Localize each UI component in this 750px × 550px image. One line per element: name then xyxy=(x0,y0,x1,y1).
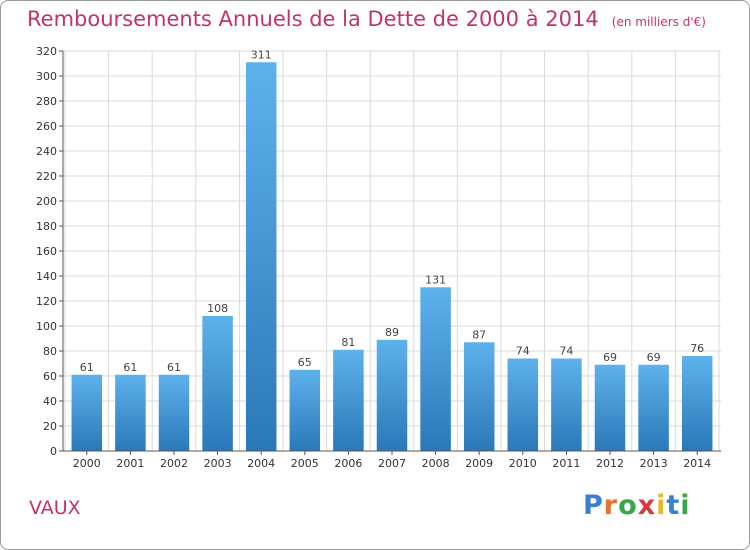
bar-value-label: 61 xyxy=(80,361,94,374)
proxiti-logo[interactable]: Proxiti xyxy=(583,490,691,521)
bar-value-label: 81 xyxy=(341,336,355,349)
bar-value-label: 87 xyxy=(472,328,486,341)
bar-2002 xyxy=(158,374,190,451)
chart-title-block: Remboursements Annuels de la Dette de 20… xyxy=(27,7,706,31)
bar-2014 xyxy=(681,356,713,451)
x-tick-label: 2013 xyxy=(640,457,668,470)
y-tick-label: 220 xyxy=(36,170,57,183)
bar-value-label: 108 xyxy=(207,302,228,315)
logo-letter: x xyxy=(637,490,657,521)
bar-2009 xyxy=(463,342,495,451)
x-tick-label: 2008 xyxy=(422,457,450,470)
y-tick-label: 180 xyxy=(36,220,57,233)
bar-2006 xyxy=(333,349,364,451)
x-tick-label: 2012 xyxy=(596,457,624,470)
y-tick-label: 20 xyxy=(43,420,57,433)
x-tick-label: 2004 xyxy=(247,457,275,470)
bar-2007 xyxy=(376,339,408,451)
logo-letter: i xyxy=(656,490,667,521)
bar-value-label: 89 xyxy=(385,326,399,339)
bar-value-label: 61 xyxy=(167,361,181,374)
x-tick-label: 2005 xyxy=(291,457,319,470)
logo-letter: i xyxy=(680,490,691,521)
logo-letter: r xyxy=(603,490,619,521)
bar-2010 xyxy=(507,358,539,451)
y-tick-label: 200 xyxy=(36,195,57,208)
y-tick-label: 160 xyxy=(36,245,57,258)
y-tick-label: 320 xyxy=(36,45,57,58)
bar-2012 xyxy=(594,364,626,451)
x-tick-label: 2010 xyxy=(509,457,537,470)
x-tick-label: 2006 xyxy=(334,457,362,470)
x-tick-label: 2001 xyxy=(116,457,144,470)
bars xyxy=(71,62,713,451)
x-tick-label: 2003 xyxy=(204,457,232,470)
bar-value-label: 76 xyxy=(690,342,704,355)
y-tick-label: 0 xyxy=(50,445,57,458)
bar-2001 xyxy=(115,374,146,451)
x-tick-label: 2000 xyxy=(73,457,101,470)
bar-value-label: 69 xyxy=(603,351,617,364)
bar-value-label: 69 xyxy=(647,351,661,364)
bar-value-label: 65 xyxy=(298,356,312,369)
x-tick-label: 2009 xyxy=(465,457,493,470)
x-tick-label: 2014 xyxy=(683,457,711,470)
bar-value-label: 61 xyxy=(123,361,137,374)
x-tick-label: 2002 xyxy=(160,457,188,470)
value-labels: 61 61 61 108 311 65 81 89 131 87 74 74 69 69 76 xyxy=(80,48,704,374)
bar-2005 xyxy=(289,369,321,451)
x-tick-label: 2007 xyxy=(378,457,406,470)
bar-2008 xyxy=(420,287,451,451)
y-tick-label: 80 xyxy=(43,345,57,358)
chart-subtitle: (en milliers d'€) xyxy=(611,15,706,29)
bar-value-label: 74 xyxy=(516,345,530,358)
bar-2013 xyxy=(638,364,669,451)
y-tick-label: 100 xyxy=(36,320,57,333)
bar-value-label: 311 xyxy=(251,48,272,61)
bar-2011 xyxy=(551,358,582,451)
y-tick-label: 60 xyxy=(43,370,57,383)
logo-letter: t xyxy=(666,490,681,521)
bar-value-label: 74 xyxy=(559,345,573,358)
logo-letter: o xyxy=(618,490,638,521)
bar-2004 xyxy=(245,62,277,451)
y-tick-label: 240 xyxy=(36,145,57,158)
logo-letter: P xyxy=(583,490,604,521)
bar-2003 xyxy=(202,316,233,451)
y-tick-label: 140 xyxy=(36,270,57,283)
y-tick-label: 120 xyxy=(36,295,57,308)
y-tick-label: 300 xyxy=(36,70,57,83)
axes: 0 20 40 60 80 100 120 140 160 180 200 220 240 260 280 3… xyxy=(36,45,721,470)
y-tick-label: 280 xyxy=(36,95,57,108)
bar-2000 xyxy=(71,374,103,451)
y-tick-label: 260 xyxy=(36,120,57,133)
x-tick-label: 2011 xyxy=(552,457,580,470)
chart-title: Remboursements Annuels de la Dette de 20… xyxy=(27,7,599,31)
bar-value-label: 131 xyxy=(425,273,446,286)
y-tick-label: 40 xyxy=(43,395,57,408)
place-name: VAUX xyxy=(29,497,81,519)
